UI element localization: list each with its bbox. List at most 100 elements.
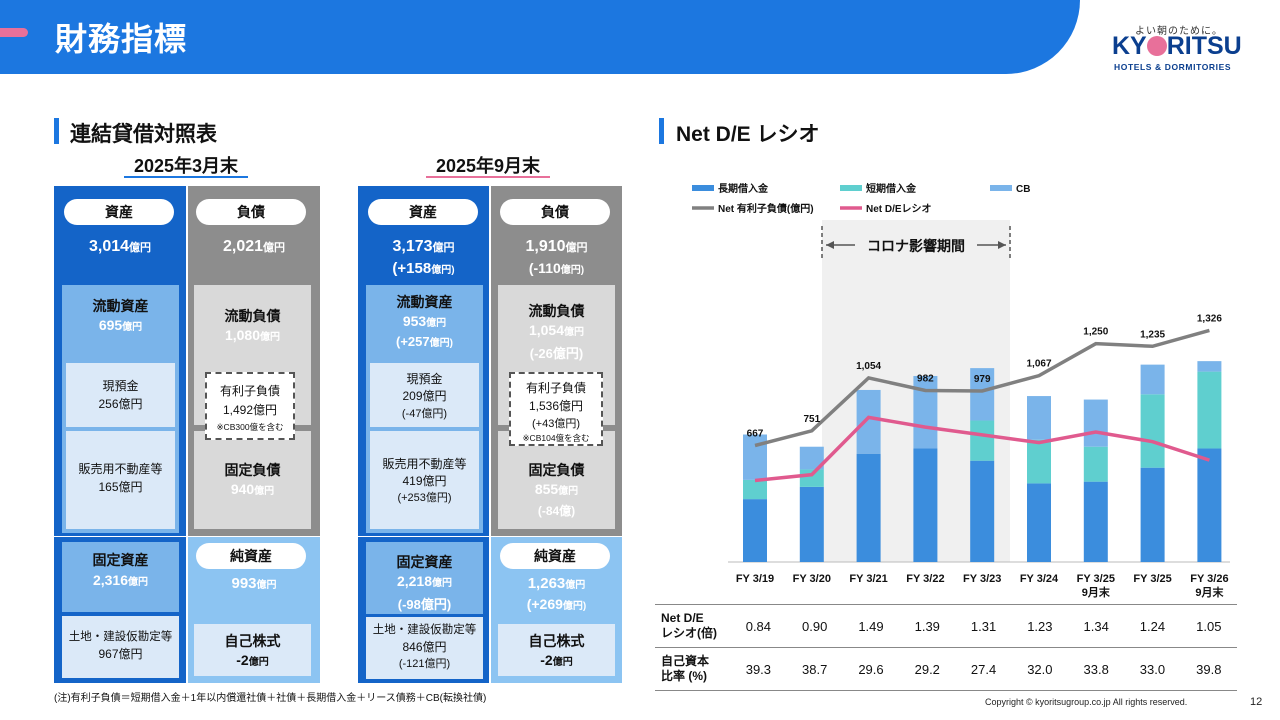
sept-liab-pill: 負債 [500, 199, 610, 225]
bar-2-7 [1140, 364, 1165, 395]
table-cell: 1.34 [1083, 618, 1109, 634]
march-date: 2025年3月末 [133, 156, 239, 176]
bar-2-5 [1027, 396, 1051, 440]
march-debt-label: 有利子負債 [219, 384, 280, 398]
bar-1-4 [970, 420, 995, 461]
sept-current-assets-label: 流動資産 [396, 294, 453, 310]
sept-cash-box [370, 363, 479, 427]
sept-fixed-liab-change: (-84億) [537, 504, 576, 518]
sept-re-value: 419億円 [402, 474, 447, 488]
header-accent [0, 28, 28, 37]
sept-fixed-assets [366, 542, 483, 614]
march-liab-value: 2,021億円 [222, 238, 286, 255]
march-cash-box [66, 363, 175, 427]
march-fixed-assets-value: 2,316億円 [92, 572, 149, 588]
march-land-value: 967億円 [98, 647, 143, 661]
page-number: 12 [1250, 696, 1263, 708]
de-chart: コロナ影響期間 長期借入金 短期借入金 CB Net 有利子負債(億円) Net D/E… [692, 182, 1230, 599]
march-debt-box: 有利子負債 1,492億円 ※CB300億を含む [205, 372, 295, 440]
march-current-liab-label: 流動負債 [224, 308, 281, 324]
table-cell: 1.39 [914, 618, 940, 634]
x-tick-5-0: FY 3/24 [1020, 573, 1059, 585]
x-tick-6-1: 9月末 [1082, 585, 1111, 599]
sept-land-value: 846億円 [402, 640, 447, 654]
sept-fixed-assets-label: 固定資産 [396, 554, 453, 570]
logo-tagline: よい朝のために。 [1135, 26, 1223, 37]
logo-subtitle: HOTELS & DORMITORIES [1114, 62, 1232, 72]
table-cell: 33.0 [1139, 661, 1166, 677]
net-debt-label-1: 751 [803, 414, 820, 425]
net-debt-line [754, 328, 1210, 448]
bar-0-5 [1027, 483, 1051, 562]
sept-fixed-liab-label: 固定負債 [528, 462, 585, 478]
x-tick-7-0: FY 3/25 [1133, 573, 1171, 585]
march-debt-note: ※CB300億を含む [216, 422, 284, 432]
legend-label-1: 短期借入金 [866, 182, 917, 195]
march-current-assets-value: 695億円 [98, 317, 143, 333]
table-cell: 39.8 [1196, 661, 1222, 677]
sept-cash-label: 現預金 [406, 372, 443, 386]
table-cell: 29.6 [858, 661, 884, 677]
sept-current-assets-change: (+257億円) [396, 334, 453, 349]
x-tick-0-0: FY 3/19 [736, 573, 774, 585]
table-cell: 27.4 [970, 661, 997, 677]
sept-debt-label: 有利子負債 [525, 381, 586, 395]
bars-group [743, 361, 1222, 562]
sept-assets-value: 3,173億円 [392, 238, 455, 255]
bar-0-7 [1140, 467, 1165, 562]
sept-fixed-assets-value: 2,218億円 [396, 573, 453, 589]
march-fixed-assets-label: 固定資産 [92, 552, 149, 568]
logo-text-1: KY [1112, 32, 1147, 60]
section-marker [54, 118, 59, 144]
row-label: 自己資本 比率 (%) [655, 648, 730, 691]
table-cell: 1.49 [858, 618, 884, 634]
lines-group: 667 751 1,054 982 979 1,067 1,250 1,235 1,326 [747, 313, 1222, 483]
march-underline [124, 176, 248, 178]
sept-current-liab-change: (-26億円) [529, 346, 584, 361]
bar-1-8 [1197, 371, 1222, 449]
sept-re-box [370, 431, 479, 529]
row-label: Net D/E レシオ(倍) [655, 605, 730, 648]
x-tick-8-0: FY 3/26 [1190, 573, 1228, 585]
logo: KY RITSU [1112, 32, 1242, 61]
bar-2-8 [1197, 361, 1222, 372]
march-current-liab-value: 1,080億円 [224, 327, 281, 343]
legend-label-0: 長期借入金 [718, 182, 769, 195]
arrow-right-icon [998, 241, 1006, 249]
bar-2-0 [743, 434, 767, 480]
march-cash-value: 256億円 [98, 397, 143, 411]
header-banner [0, 0, 1080, 74]
table-cell: 1.31 [970, 618, 997, 634]
x-tick-3-0: FY 3/22 [906, 573, 944, 585]
sept-current-assets-value: 953億円 [402, 313, 447, 329]
march-treasury-label: 自己株式 [224, 633, 281, 649]
net-debt-label-7: 1,235 [1140, 329, 1165, 340]
arrow-left-icon [826, 241, 834, 249]
sept-assets-pill: 資産 [368, 199, 478, 225]
row-label-line1: Net D/E [661, 611, 704, 625]
bar-2-4 [970, 368, 995, 421]
table-cell: 39.3 [745, 661, 772, 677]
bar-0-2 [856, 453, 881, 562]
sept-equity-change: (+269億円) [526, 596, 587, 612]
row-label-line2: 比率 (%) [661, 669, 707, 683]
legend-label-2: CB [1016, 184, 1030, 195]
table-cell: 1.23 [1027, 618, 1053, 634]
net-debt-label-3: 982 [917, 373, 934, 384]
sept-treasury-value: -2億円 [540, 652, 573, 668]
march-equity-pill: 純資産 [196, 543, 306, 569]
corona-label: コロナ影響期間 [867, 238, 965, 254]
sept-fixed-liab [498, 431, 615, 529]
sept-land-change: (-121億円) [398, 658, 451, 670]
march-assets-pill: 資産 [64, 199, 174, 225]
bar-1-0 [743, 479, 767, 500]
row-label-line2: レシオ(倍) [661, 626, 717, 640]
march-equity-value: 993億円 [231, 575, 277, 592]
sept-liab-change: (-110億円) [528, 260, 585, 276]
bar-0-1 [799, 486, 824, 562]
bs-footnote: (注)有利子負債＝短期借入金＋1年以内償還社債＋社債＋長期借入金＋リース債務＋C… [54, 693, 487, 704]
x-tick-8-1: 9月末 [1195, 585, 1224, 599]
march-treasury-value: -2億円 [236, 652, 269, 668]
march-current-assets-label: 流動資産 [92, 298, 149, 314]
legend-label-3: Net 有利子負債(億円) [718, 202, 814, 215]
